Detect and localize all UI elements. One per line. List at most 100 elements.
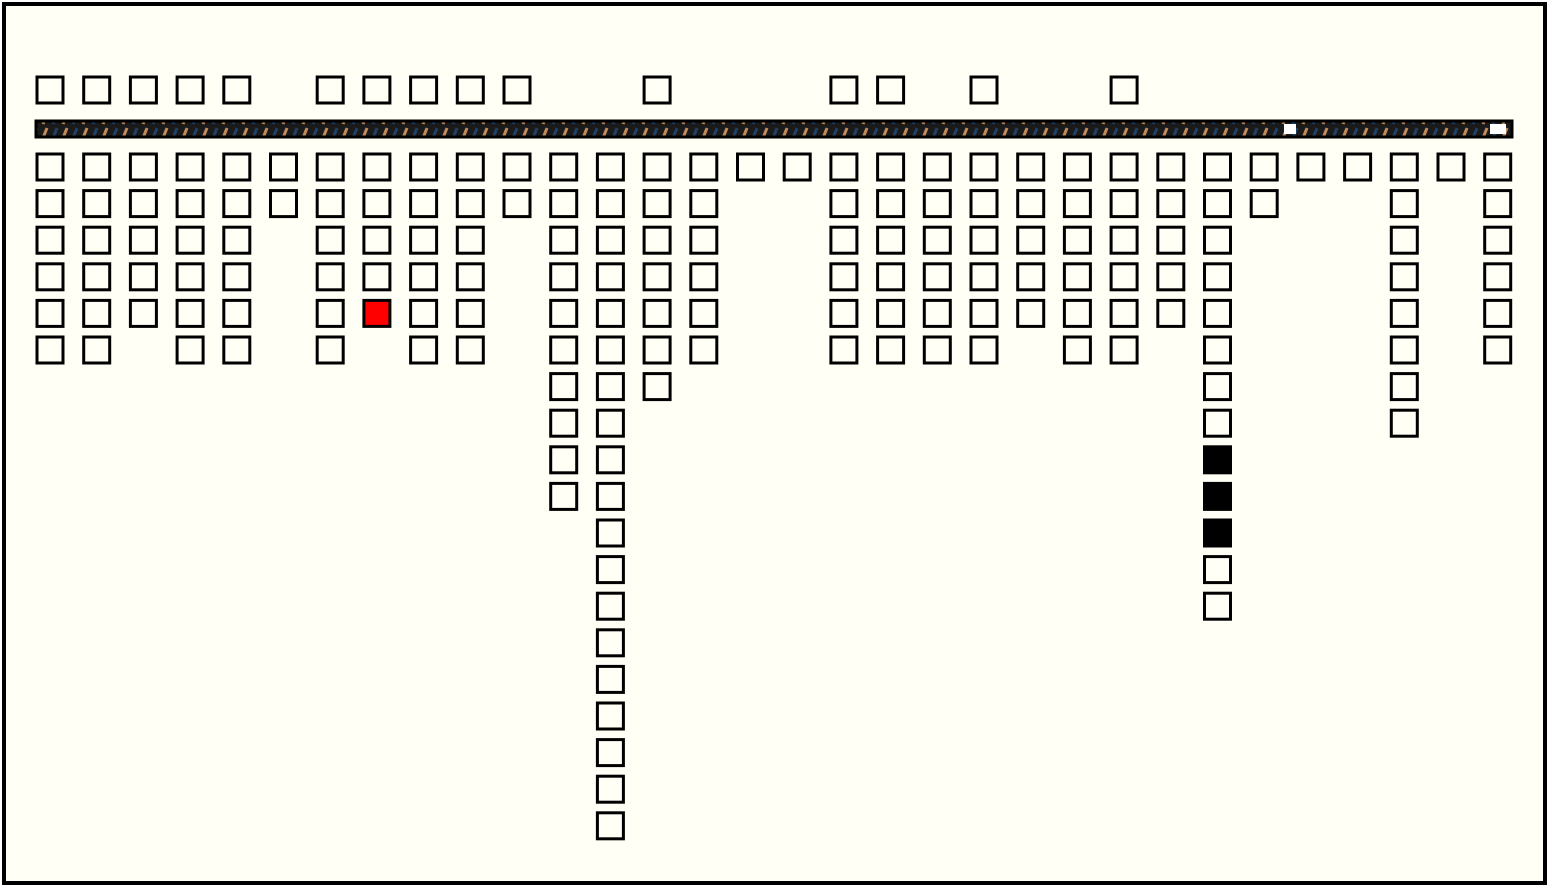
cell [315, 152, 345, 182]
cell [82, 298, 112, 328]
marker-cell [222, 75, 252, 105]
cell [922, 262, 952, 292]
cell [689, 225, 719, 255]
cell [1016, 262, 1046, 292]
cell [222, 298, 252, 328]
cell [595, 701, 625, 731]
cell [876, 225, 906, 255]
cell [222, 225, 252, 255]
cell [549, 372, 579, 402]
cell [876, 298, 906, 328]
cell [595, 152, 625, 182]
cell [409, 152, 439, 182]
cell [595, 335, 625, 365]
cell [829, 298, 859, 328]
cell [1483, 335, 1513, 365]
cell [1389, 262, 1419, 292]
cell [1109, 262, 1139, 292]
cell [736, 152, 765, 182]
cell [1389, 225, 1419, 255]
cell [82, 189, 112, 219]
cell [549, 445, 579, 475]
cell [175, 152, 205, 182]
cell [969, 262, 999, 292]
cell [128, 152, 158, 182]
cell [82, 225, 112, 255]
cell [1203, 225, 1232, 255]
cell [689, 262, 719, 292]
cell [642, 372, 672, 402]
cell [1016, 298, 1046, 328]
cell [595, 445, 625, 475]
cell-grid [35, 75, 1513, 841]
cell [549, 152, 579, 182]
cell [595, 372, 625, 402]
cell [1296, 152, 1326, 182]
marker-cell [82, 75, 112, 105]
cell [595, 189, 625, 219]
cell [1389, 152, 1419, 182]
cell [549, 481, 579, 511]
marker-cell [876, 75, 906, 105]
cell [128, 262, 158, 292]
cell [642, 225, 672, 255]
cell [1483, 298, 1513, 328]
marker-cell [175, 75, 205, 105]
cell [502, 152, 532, 182]
cell [782, 152, 812, 182]
cell [35, 152, 65, 182]
black-cell [1203, 481, 1232, 511]
cell [175, 262, 205, 292]
cell [595, 591, 625, 621]
cell [1109, 298, 1139, 328]
cell [1389, 335, 1419, 365]
marker-cell [409, 75, 439, 105]
cell [315, 189, 345, 219]
cell [922, 189, 952, 219]
cell [175, 298, 205, 328]
cell [1249, 152, 1279, 182]
cell [502, 189, 532, 219]
cell [362, 189, 392, 219]
cell [1483, 152, 1513, 182]
cell [409, 262, 439, 292]
cell [595, 481, 625, 511]
cell [829, 225, 859, 255]
cell [1483, 262, 1513, 292]
cell [1436, 152, 1466, 182]
cell [1249, 189, 1279, 219]
cell [455, 225, 485, 255]
cell [1343, 152, 1373, 182]
cell [1109, 225, 1139, 255]
cell [969, 335, 999, 365]
cell [549, 225, 579, 255]
cell [922, 335, 952, 365]
marker-cell [969, 75, 999, 105]
track-gap [1490, 124, 1506, 134]
cell [1389, 408, 1419, 438]
cell [922, 225, 952, 255]
cell [1062, 262, 1092, 292]
cell [1389, 189, 1419, 219]
cell [1109, 189, 1139, 219]
cell [829, 335, 859, 365]
cell [1203, 189, 1232, 219]
cell [409, 189, 439, 219]
cell [35, 262, 65, 292]
marker-cell [502, 75, 532, 105]
cell [689, 152, 719, 182]
cell [829, 262, 859, 292]
track-bar [34, 119, 1514, 139]
cell [1062, 225, 1092, 255]
cell [82, 152, 112, 182]
cell [549, 189, 579, 219]
cell [1156, 262, 1186, 292]
black-cell [1203, 445, 1232, 475]
cell [1389, 372, 1419, 402]
cell [222, 335, 252, 365]
cell [1062, 152, 1092, 182]
cell [969, 298, 999, 328]
cell [1016, 189, 1046, 219]
cell [128, 298, 158, 328]
cell [315, 298, 345, 328]
